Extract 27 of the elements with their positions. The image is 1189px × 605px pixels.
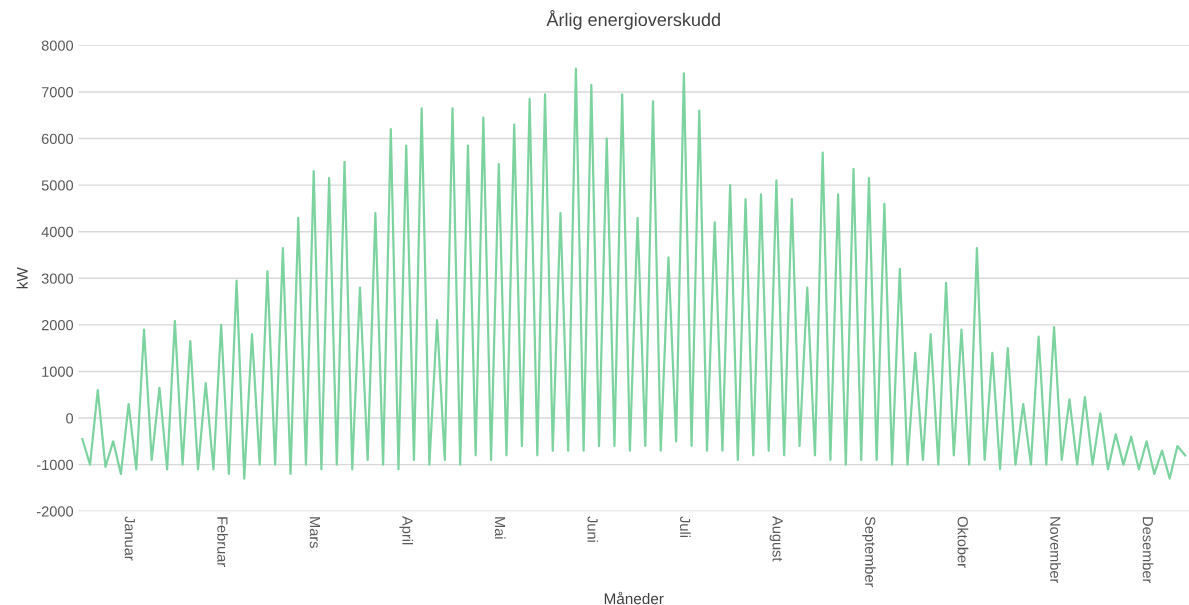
x-tick-label: Februar [217, 517, 228, 567]
x-tick-label: Oktober [957, 516, 969, 568]
y-tick-label: 0 [66, 413, 74, 424]
y-tick-label: 5000 [41, 180, 74, 191]
y-tick-label: 6000 [41, 133, 74, 144]
y-tick-label: 2000 [41, 319, 74, 331]
y-tick-label: 1000 [42, 366, 74, 377]
y-tick-label: 4000 [41, 226, 74, 238]
x-tick-label: August [769, 516, 783, 562]
y-tick-label: -1000 [36, 459, 74, 471]
x-tick-label: November [1050, 517, 1061, 584]
y-tick-label: 7000 [41, 87, 74, 98]
line-series [81, 67, 1187, 480]
x-tick-label: Mars [309, 517, 320, 548]
y-axis-title: kW [16, 267, 28, 289]
chart-title: Årlig energioverskudd [546, 10, 720, 30]
x-axis-title: Måneder [604, 591, 664, 605]
y-tick-label: 3000 [41, 273, 74, 284]
x-tick-label: Desember [1142, 517, 1154, 584]
x-tick-label: Mai [494, 517, 506, 539]
x-tick-label: September [862, 516, 876, 588]
x-tick-label: April [399, 516, 414, 545]
x-tick-label: Juli [679, 516, 691, 537]
x-tick-label: Januar [124, 516, 135, 561]
y-tick-label: -2000 [36, 506, 74, 517]
y-tick-label: 8000 [41, 40, 74, 51]
x-tick-label: Juni [587, 516, 599, 542]
